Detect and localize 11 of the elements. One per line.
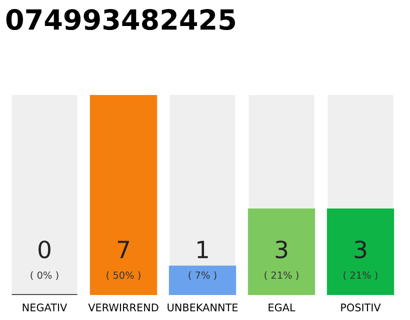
x-tick-label: POSITIV [341, 304, 381, 312]
x-tick-label: VERWIRREND [88, 304, 158, 312]
data-label: 7 ( 50% ) [106, 240, 140, 280]
data-label: 3 ( 21% ) [344, 240, 378, 280]
x-tick-label: UNBEKANNTE [168, 304, 238, 312]
chart-title: 074993482425 [6, 9, 235, 30]
x-tick-label: NEGATIV [22, 304, 68, 312]
data-label: 0 ( 0% ) [30, 240, 58, 280]
x-tick-label: EGAL [268, 304, 296, 312]
data-label: 3 ( 21% ) [264, 240, 298, 280]
data-label: 1 ( 7% ) [188, 240, 216, 280]
